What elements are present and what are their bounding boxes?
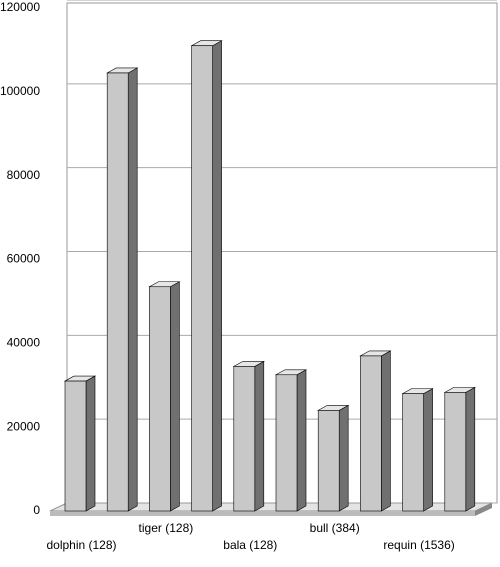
- bar: [274, 369, 308, 512]
- bar: [232, 360, 265, 512]
- bar: [443, 386, 476, 512]
- bar-side: [465, 386, 476, 512]
- bar: [148, 281, 181, 512]
- bar-front: [191, 45, 213, 512]
- bar-front: [444, 392, 467, 512]
- floor-side: [475, 503, 492, 516]
- x-tick-label: bala (128): [223, 538, 277, 552]
- bar-side: [212, 40, 222, 512]
- bar-front: [360, 355, 382, 512]
- x-tick-label: tiger (128): [139, 521, 194, 535]
- bar-side: [170, 281, 180, 512]
- bar: [106, 67, 139, 512]
- y-tick-label: 100000: [0, 84, 40, 98]
- bar-front: [106, 72, 129, 512]
- y-tick-label: 60000: [7, 252, 41, 266]
- x-tick-label: requin (1536): [383, 538, 454, 552]
- y-tick-label: 80000: [7, 168, 41, 182]
- bar-front: [275, 374, 298, 512]
- y-tick-label: 40000: [7, 336, 41, 350]
- bar-side: [85, 375, 96, 512]
- bar-front: [149, 286, 171, 512]
- bar: [401, 388, 434, 512]
- x-tick-label: bull (384): [310, 521, 360, 535]
- bar-front: [402, 393, 424, 512]
- bar: [190, 40, 223, 512]
- bar: [317, 404, 350, 512]
- bar-front: [317, 410, 340, 512]
- floor-edge: [50, 511, 475, 516]
- bar-front: [64, 380, 87, 512]
- x-tick-label: dolphin (128): [46, 538, 116, 552]
- bar: [63, 375, 97, 512]
- bar-side: [127, 67, 138, 512]
- bar-side: [296, 369, 307, 512]
- y-tick-label: 120000: [0, 0, 40, 14]
- y-tick-label: 20000: [7, 419, 41, 433]
- bar-side: [338, 404, 349, 512]
- y-tick-label: 0: [33, 503, 40, 517]
- bar-side: [254, 360, 265, 512]
- bar-side: [381, 350, 391, 512]
- bar: [359, 350, 392, 512]
- bar-front: [233, 366, 256, 512]
- bar-side: [423, 388, 433, 512]
